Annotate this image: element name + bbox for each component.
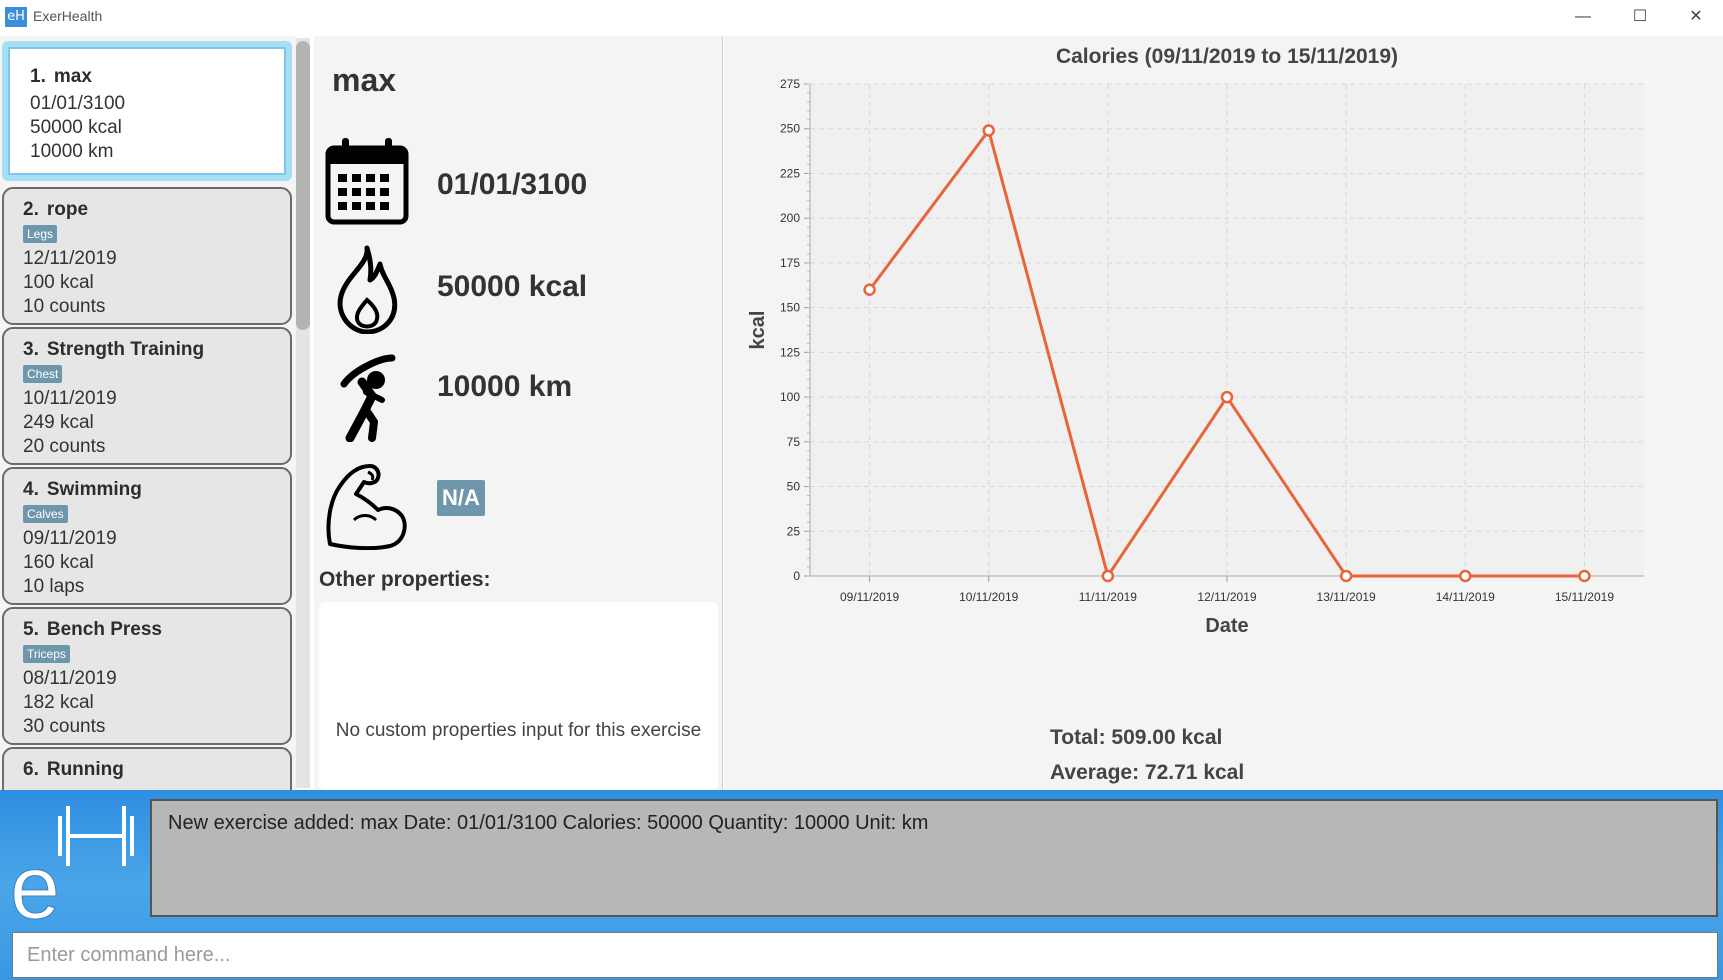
x-tick-label: 11/11/2019 <box>1079 590 1138 604</box>
list-item[interactable]: 4. Swimming Calves 09/11/2019 160 kcal 10… <box>2 467 292 605</box>
y-tick-label: 75 <box>787 435 801 449</box>
other-properties-box: No custom properties input for this exer… <box>319 602 718 790</box>
detail-date-row: 01/01/3100 <box>324 136 704 226</box>
detail-quantity-row: 10000 km <box>324 352 704 442</box>
close-button[interactable]: ✕ <box>1689 8 1703 25</box>
window-title: ExerHealth <box>33 8 103 24</box>
average-calories: Average: 72.71 kcal <box>1050 761 1245 784</box>
detail-calories-row: 50000 kcal <box>324 244 704 334</box>
list-item-calories: 100 kcal <box>23 272 94 293</box>
data-point <box>863 283 876 296</box>
list-item-calories: 182 kcal <box>23 692 94 713</box>
list-item-selected[interactable]: 1. max 01/01/3100 50000 kcal 10000 km <box>2 41 292 181</box>
detail-muscle-row: N/A <box>324 460 704 550</box>
list-item-date: 10/11/2019 <box>23 388 117 409</box>
other-properties-text: No custom properties input for this exer… <box>335 720 702 741</box>
list-item-calories: 249 kcal <box>23 412 94 433</box>
list-item-title: 3. Strength Training <box>23 339 205 360</box>
list-item[interactable]: 3. Strength Training Chest 10/11/2019 249… <box>2 327 292 465</box>
muscle-badge: N/A <box>437 480 485 516</box>
command-input[interactable] <box>13 933 1717 977</box>
exercise-detail-panel: max 01/01/3100 50000 kcal <box>314 36 723 790</box>
list-item-date: 12/11/2019 <box>23 248 117 269</box>
list-item-quantity: 10 counts <box>23 296 106 317</box>
list-item-quantity: 10000 km <box>30 141 114 162</box>
list-item-quantity: 20 counts <box>23 436 106 457</box>
x-tick-label: 12/11/2019 <box>1197 590 1256 604</box>
minimize-button[interactable]: — <box>1575 8 1591 25</box>
list-item-calories: 50000 kcal <box>30 117 122 138</box>
list-item[interactable]: 6. Running <box>2 747 292 790</box>
list-item-date: 09/11/2019 <box>23 528 117 549</box>
muscle-tag: Calves <box>23 505 68 523</box>
x-tick-label: 13/11/2019 <box>1317 590 1376 604</box>
list-item-title: 4. Swimming <box>23 479 142 500</box>
list-item-quantity: 30 counts <box>23 716 106 737</box>
y-tick-label: 275 <box>780 77 800 91</box>
data-point <box>982 124 995 137</box>
stretch-icon <box>340 354 396 442</box>
list-item-title: 1. max <box>30 66 92 87</box>
total-calories: Total: 509.00 kcal <box>1050 726 1223 749</box>
list-item-title: 6. Running <box>23 759 124 780</box>
y-tick-label: 150 <box>780 301 800 315</box>
exerhealth-logo: e <box>10 806 134 924</box>
data-point <box>1578 569 1591 583</box>
chart-title: Calories (09/11/2019 to 15/11/2019) <box>1056 45 1398 68</box>
y-tick-label: 25 <box>787 524 801 538</box>
data-point <box>1459 569 1472 583</box>
y-tick-label: 200 <box>780 211 800 225</box>
list-item-date: 08/11/2019 <box>23 668 117 689</box>
x-axis-label: Date <box>1205 615 1248 637</box>
fire-icon <box>337 245 398 334</box>
x-tick-label: 15/11/2019 <box>1555 590 1614 604</box>
calendar-icon <box>325 138 409 225</box>
exercise-list: 1. max 01/01/3100 50000 kcal 10000 km 2. r… <box>0 36 296 790</box>
y-axis-label: kcal <box>747 311 769 350</box>
other-properties-label: Other properties: <box>319 568 491 591</box>
data-point <box>1339 569 1353 583</box>
calories-chart-panel: 0 25 50 75 100 125 150 175 200 225 250 275 09/11/201… <box>724 36 1723 790</box>
y-tick-label: 0 <box>793 569 800 583</box>
y-tick-label: 50 <box>787 480 801 494</box>
result-text: New exercise added: max Date: 01/01/3100… <box>168 812 929 834</box>
maximize-button[interactable]: ☐ <box>1632 8 1648 25</box>
y-tick-label: 125 <box>780 345 800 359</box>
y-tick-label: 250 <box>780 122 800 136</box>
list-item[interactable]: 2. rope Legs 12/11/2019 100 kcal 10 count… <box>2 187 292 325</box>
chart-summary: Total: 509.00 kcal Average: 72.71 kcal <box>1000 720 1500 790</box>
y-tick-label: 225 <box>780 166 800 180</box>
detail-date: 01/01/3100 <box>437 168 588 201</box>
y-tick-label: 100 <box>780 390 800 404</box>
x-tick-label: 10/11/2019 <box>959 590 1018 604</box>
list-item-title: 2. rope <box>23 199 89 220</box>
command-box <box>12 932 1718 978</box>
detail-calories: 50000 kcal <box>437 270 588 303</box>
x-tick-label: 09/11/2019 <box>840 590 899 604</box>
detail-quantity: 10000 km <box>437 370 573 403</box>
title-bar: eH ExerHealth — ☐ ✕ <box>0 0 1723 34</box>
y-tick-label: 175 <box>780 256 800 270</box>
list-item[interactable]: 5. Bench Press Triceps 08/11/2019 182 kca… <box>2 607 292 745</box>
muscle-tag: Chest <box>23 365 63 383</box>
x-tick-label: 14/11/2019 <box>1436 590 1495 604</box>
calories-line-chart: 0 25 50 75 100 125 150 175 200 225 250 275 09/11/201… <box>747 45 1644 637</box>
result-display: New exercise added: max Date: 01/01/3100… <box>150 799 1718 917</box>
muscle-tag: Legs <box>23 225 58 243</box>
bottom-panel: e New exercise added: max Date: 01/01/31… <box>0 790 1723 980</box>
svg-text:e: e <box>10 838 60 924</box>
list-item-quantity: 10 laps <box>23 576 85 597</box>
list-item-calories: 160 kcal <box>23 552 94 573</box>
data-point <box>1220 390 1234 404</box>
list-item-title: 5. Bench Press <box>23 619 162 640</box>
detail-name: max <box>332 62 397 98</box>
muscle-icon <box>326 464 407 550</box>
data-point <box>1101 569 1115 583</box>
list-item-date: 01/01/3100 <box>30 93 126 114</box>
muscle-tag: Triceps <box>23 645 70 663</box>
list-scrollbar-thumb[interactable] <box>296 41 310 330</box>
app-logo-icon: eH <box>5 7 27 27</box>
